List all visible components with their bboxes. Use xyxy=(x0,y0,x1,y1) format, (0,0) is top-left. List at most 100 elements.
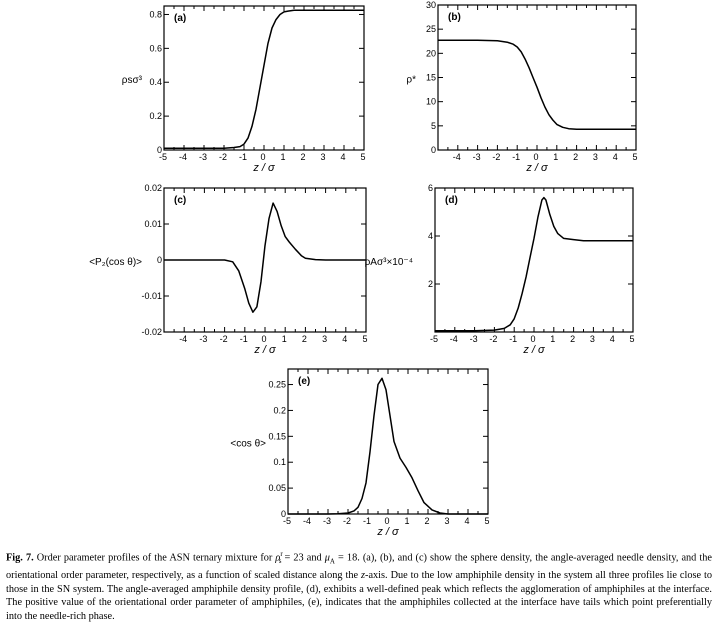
panel-a-x-tick-label: 5 xyxy=(360,152,365,162)
panel-a-label: (a) xyxy=(174,13,186,24)
figure-caption: Fig. 7. Order parameter profiles of the … xyxy=(6,548,712,623)
panel-a-x-tick-label: -1 xyxy=(239,152,247,162)
panel-c-y-tick-label: -0.02 xyxy=(141,327,162,337)
panel-e-x-tick-label: 1 xyxy=(404,516,409,526)
panel-c-y-tick-label: 0.01 xyxy=(144,219,162,229)
panel-d-x-tick-label: -4 xyxy=(450,334,458,344)
panel-b-x-tick-label: -2 xyxy=(492,152,500,162)
panel-a-y-tick-label: 0.8 xyxy=(149,9,162,19)
panel-b-x-tick-label: 5 xyxy=(632,152,637,162)
panel-e-y-tick-label: 0 xyxy=(281,509,286,519)
panel-a-x-tick-label: 0 xyxy=(260,152,265,162)
panel-d-x-tick-label: 1 xyxy=(550,334,555,344)
panel-b-y-tick-label: 30 xyxy=(426,0,436,10)
panel-e-y-tick-label: 0.25 xyxy=(268,380,286,390)
panel-b-y-label: ρ* xyxy=(406,75,416,86)
panel-e-frame xyxy=(287,368,489,515)
panel-a-frame xyxy=(163,5,365,151)
caption-text: -axis. Due to the low amphiphile density… xyxy=(6,570,712,622)
panel-d-y-tick-label: 6 xyxy=(428,183,433,193)
panel-a-y-tick-label: 0.6 xyxy=(149,43,162,53)
panel-b-y-tick-label: 15 xyxy=(426,73,436,83)
panel-c-x-tick-label: 1 xyxy=(282,334,287,344)
panel-d-label: (d) xyxy=(445,195,458,206)
panel-e-y-tick-label: 0.1 xyxy=(273,457,286,467)
panel-b-x-label: z / σ xyxy=(525,162,548,174)
panel-b-x-tick-label: 3 xyxy=(593,152,598,162)
panel-a-y-label: ρsσ³ xyxy=(122,75,143,86)
panel-c-x-label: z / σ xyxy=(253,344,276,356)
caption-text: = 18. (a), (b), and (c) show the sphere … xyxy=(6,552,712,582)
panel-e-x-tick-label: 0 xyxy=(384,516,389,526)
panel-a-y-tick-label: 0.4 xyxy=(149,77,162,87)
panel-c-curve xyxy=(164,202,366,313)
panel-d-x-tick-label: 4 xyxy=(610,334,615,344)
panel-b-label: (b) xyxy=(448,12,461,23)
panel-d-x-tick-label: 0 xyxy=(530,334,535,344)
panel-c-x-tick-label: -1 xyxy=(240,334,248,344)
panel-e: -5 -4 -3 -2 -1 0 1 2 3 4 5 0 0.05 0.1 0.15 0.2 0.25 (e) z … xyxy=(230,368,490,538)
panel-e-x-tick-label: 5 xyxy=(484,516,489,526)
panel-d-y-label: ρAσ³×10⁻⁴ xyxy=(365,257,413,268)
panel-b-y-tick-label: 20 xyxy=(426,48,436,58)
panel-c-label: (c) xyxy=(174,195,186,206)
panel-c-x-tick-label: -3 xyxy=(199,334,207,344)
panel-b-x-tick-label: -3 xyxy=(473,152,481,162)
figure-panels: -5 -4 -3 -2 -1 0 1 2 3 4 5 0 0.2 0.4 0.6 0.8 (a) z / σ ρsσ… xyxy=(89,0,637,538)
panel-a-x-label: z / σ xyxy=(252,162,275,174)
panel-b-x-tick-label: 0 xyxy=(533,152,538,162)
panel-c-y-tick-label: -0.01 xyxy=(141,291,162,301)
panel-d: -5 -4 -3 -2 -1 0 1 2 3 4 5 2 4 6 (d) z / σ ρAσ³×10⁻⁴ xyxy=(365,183,635,356)
panel-d-x-tick-label: -3 xyxy=(470,334,478,344)
caption-rho: ρ xyxy=(275,552,281,564)
panel-c-x-tick-label: 4 xyxy=(342,334,347,344)
panel-b-x-tick-label: -1 xyxy=(512,152,520,162)
panel-a-x-tick-label: 1 xyxy=(280,152,285,162)
caption-text: = 23 and xyxy=(281,552,325,564)
panel-e-label: (e) xyxy=(298,376,310,387)
caption-label: Fig. 7. xyxy=(6,552,34,564)
panel-d-frame xyxy=(434,187,634,333)
caption-rho-sub: s xyxy=(278,557,282,566)
panel-a-curve xyxy=(164,9,364,150)
panel-d-x-label: z / σ xyxy=(522,344,545,356)
panel-a: -5 -4 -3 -2 -1 0 1 2 3 4 5 0 0.2 0.4 0.6 0.8 (a) z / σ ρsσ… xyxy=(122,5,366,174)
panel-c-x-tick-label: -2 xyxy=(220,334,228,344)
panel-c-x-tick-label: -4 xyxy=(179,334,187,344)
panel-c-x-tick-label: 0 xyxy=(261,334,266,344)
panel-a-y-tick-label: 0 xyxy=(157,145,162,155)
panel-b-x-tick-label: 4 xyxy=(613,152,618,162)
panel-a-x-tick-label: 4 xyxy=(340,152,345,162)
panel-a-x-tick-label: 3 xyxy=(320,152,325,162)
panel-c-x-tick-label: 5 xyxy=(362,334,367,344)
panel-d-y-tick-label: 4 xyxy=(428,231,433,241)
panel-d-x-tick-label: 3 xyxy=(590,334,595,344)
panel-b-x-tick-label: 2 xyxy=(573,152,578,162)
panel-c-y-tick-label: 0 xyxy=(157,255,162,265)
panel-c-y-label: <P₂(cos θ)> xyxy=(89,257,142,268)
caption-text: Order parameter profiles of the ASN tern… xyxy=(33,552,276,564)
panel-c-x-tick-label: 3 xyxy=(322,334,327,344)
panel-c-x-tick-label: 2 xyxy=(302,334,307,344)
panel-e-y-tick-label: 0.15 xyxy=(268,431,286,441)
panel-c-y-tick-label: 0.02 xyxy=(144,183,162,193)
panel-c: -4 -3 -2 -1 0 1 2 3 4 5 -0.02 -0.01 0 0.01 0.02 (c) z / … xyxy=(89,183,367,356)
panel-e-x-tick-label: 3 xyxy=(444,516,449,526)
panel-a-x-tick-label: -5 xyxy=(159,152,167,162)
caption-mu: μ xyxy=(324,552,330,564)
panel-e-x-label: z / σ xyxy=(376,526,399,538)
panel-b-x-tick-label: 1 xyxy=(553,152,558,162)
panel-b-curve xyxy=(438,39,636,130)
panel-b-y-tick-label: 0 xyxy=(431,145,436,155)
panel-d-x-tick-label: 2 xyxy=(570,334,575,344)
panel-b-y-tick-label: 25 xyxy=(426,24,436,34)
panel-d-x-tick-label: 5 xyxy=(629,334,634,344)
panel-b-x-tick-label: -4 xyxy=(453,152,461,162)
panel-b-y-tick-label: 5 xyxy=(431,121,436,131)
caption-mu-sub: A xyxy=(329,557,335,566)
panel-d-x-tick-label: -2 xyxy=(489,334,497,344)
panel-d-x-tick-label: -1 xyxy=(509,334,517,344)
panel-e-x-tick-label: -1 xyxy=(363,516,371,526)
panel-a-x-tick-label: 2 xyxy=(300,152,305,162)
panel-e-x-tick-label: -2 xyxy=(343,516,351,526)
